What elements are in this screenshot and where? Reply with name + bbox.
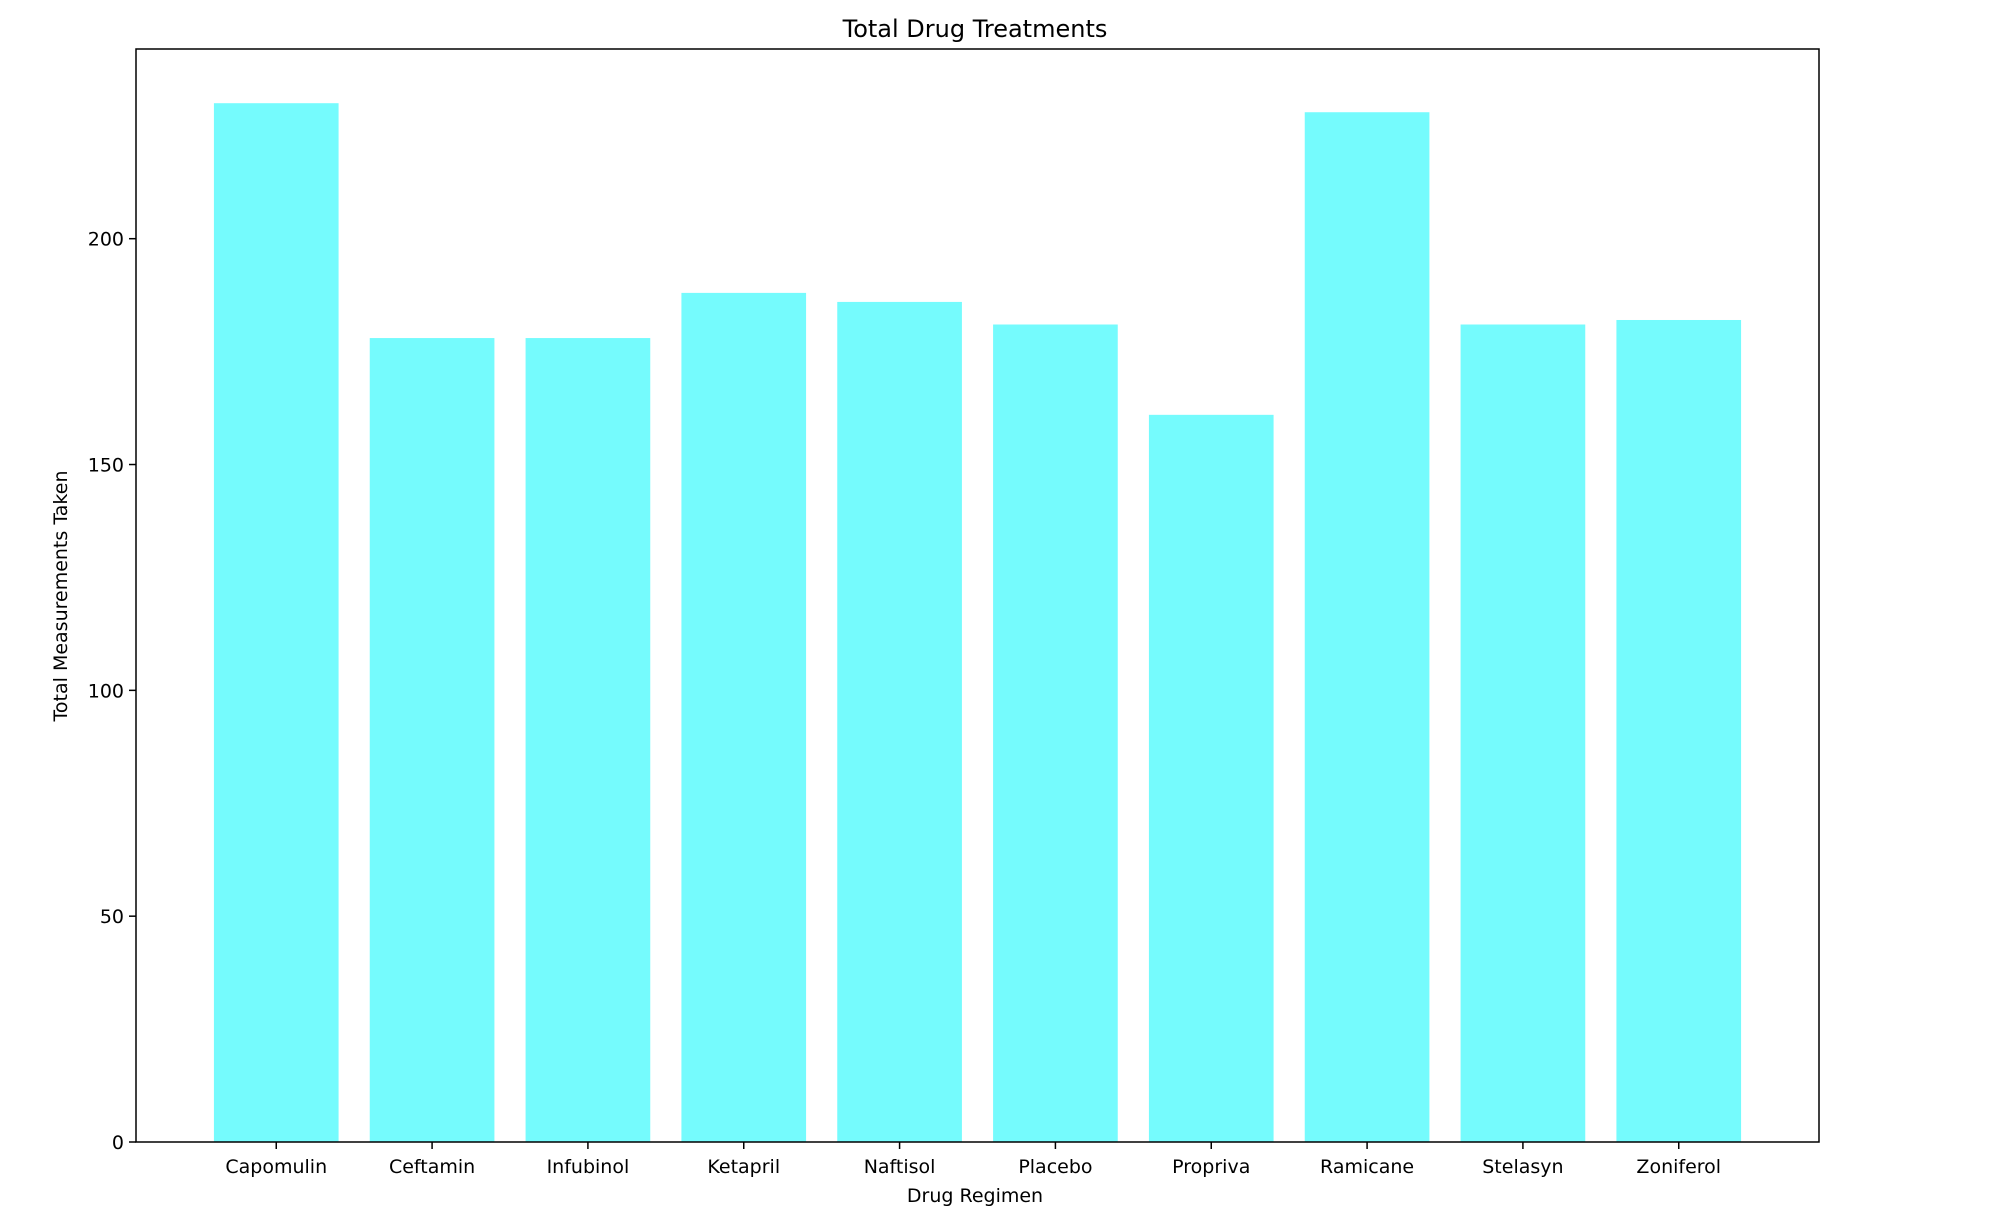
y-tick-label: 0 [112, 1132, 124, 1154]
bar-zoniferol [1616, 319, 1742, 1143]
bar-ramicane [1304, 112, 1430, 1142]
x-tick-label: Stelasyn [1482, 1156, 1563, 1178]
x-tick-label: Capomulin [225, 1156, 327, 1178]
bar-placebo [993, 324, 1118, 1142]
y-tick-label: 50 [100, 906, 124, 928]
x-tick-label: Ramicane [1320, 1156, 1414, 1178]
x-tick-label: Ceftamin [389, 1156, 475, 1178]
y-tick-label: 100 [88, 680, 124, 702]
y-axis-label: Total Measurements Taken [50, 471, 72, 723]
x-tick-label: Infubinol [547, 1156, 630, 1178]
bar-propriva [1148, 414, 1274, 1142]
bar-capomulin [213, 103, 339, 1142]
bar-naftisol [837, 301, 962, 1142]
bar-infubinol [525, 338, 651, 1142]
y-tick-label: 200 [88, 229, 124, 251]
x-axis-ticks: Capomulin Ceftamin Infubinol Ketapril Naftis… [225, 1142, 1721, 1178]
bar-ceftamin [369, 338, 495, 1142]
x-tick-label: Placebo [1018, 1156, 1092, 1178]
x-tick-label: Naftisol [864, 1156, 936, 1178]
x-tick-label: Ketapril [707, 1156, 780, 1178]
x-tick-label: Zoniferol [1636, 1156, 1721, 1178]
plot-area-frame [135, 48, 1820, 1143]
bar-ketapril [681, 292, 807, 1142]
chart-title: Total Drug Treatments [842, 15, 1108, 43]
bar-stelasyn [1460, 324, 1586, 1142]
x-tick-label: Propriva [1172, 1156, 1250, 1178]
y-tick-label: 150 [88, 455, 124, 477]
y-axis-ticks: 0 50 100 150 200 [88, 229, 136, 1154]
bars-group [213, 103, 1742, 1143]
x-axis-label: Drug Regimen [907, 1185, 1043, 1207]
